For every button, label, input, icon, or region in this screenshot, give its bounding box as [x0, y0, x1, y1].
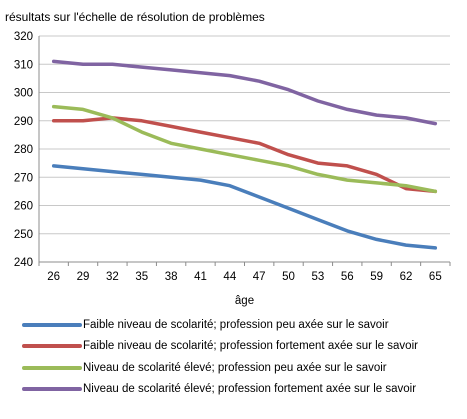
x-tick-label: 47: [253, 271, 266, 283]
legend-swatch: [22, 322, 82, 327]
x-tick-label: 56: [341, 271, 354, 283]
legend-label: Faible niveau de scolarité; profession p…: [83, 318, 389, 331]
legend-label: Niveau de scolarité élevé; profession pe…: [83, 361, 387, 374]
x-tick-label: 65: [429, 271, 442, 283]
legend-item: Faible niveau de scolarité; profession f…: [22, 336, 418, 358]
legend-item: Faible niveau de scolarité; profession p…: [22, 314, 418, 336]
y-tick-label: 250: [14, 229, 33, 241]
x-tick-label: 53: [311, 271, 324, 283]
legend-item: Niveau de scolarité élevé; profession fo…: [22, 379, 418, 401]
y-tick-label: 260: [14, 201, 33, 213]
series-line-1: [51, 164, 438, 250]
y-tick-label: 270: [14, 172, 33, 184]
series-line-4: [51, 59, 438, 126]
legend-swatch: [22, 344, 82, 349]
x-tick-label: 41: [194, 271, 207, 283]
x-tick-label: 26: [47, 271, 60, 283]
legend-item: Niveau de scolarité élevé; profession pe…: [22, 357, 418, 379]
y-tick-label: 290: [14, 116, 33, 128]
legend-label: Faible niveau de scolarité; profession f…: [83, 340, 418, 353]
legend-swatch: [22, 387, 82, 392]
x-axis-title: âge: [235, 295, 254, 307]
y-tick-label: 320: [14, 31, 33, 43]
y-tick-label: 310: [14, 59, 33, 71]
x-tick-label: 50: [282, 271, 295, 283]
y-tick-label: 280: [14, 144, 33, 156]
legend: Faible niveau de scolarité; profession p…: [22, 314, 418, 400]
x-tick-label: 44: [223, 271, 236, 283]
x-tick-label: 32: [106, 271, 119, 283]
series-line-3: [51, 104, 438, 194]
legend-swatch: [22, 365, 82, 370]
x-tick-label: 35: [135, 271, 148, 283]
series-line-2: [51, 116, 438, 194]
x-tick-label: 59: [370, 271, 383, 283]
y-tick-label: 240: [14, 257, 33, 269]
x-tick-label: 29: [77, 271, 90, 283]
y-axis-title: résultats sur l'échelle de résolution de…: [5, 10, 265, 24]
legend-label: Niveau de scolarité élevé; profession fo…: [83, 383, 417, 396]
x-tick-label: 62: [400, 271, 413, 283]
x-tick-label: 38: [165, 271, 178, 283]
y-tick-label: 300: [14, 88, 33, 100]
